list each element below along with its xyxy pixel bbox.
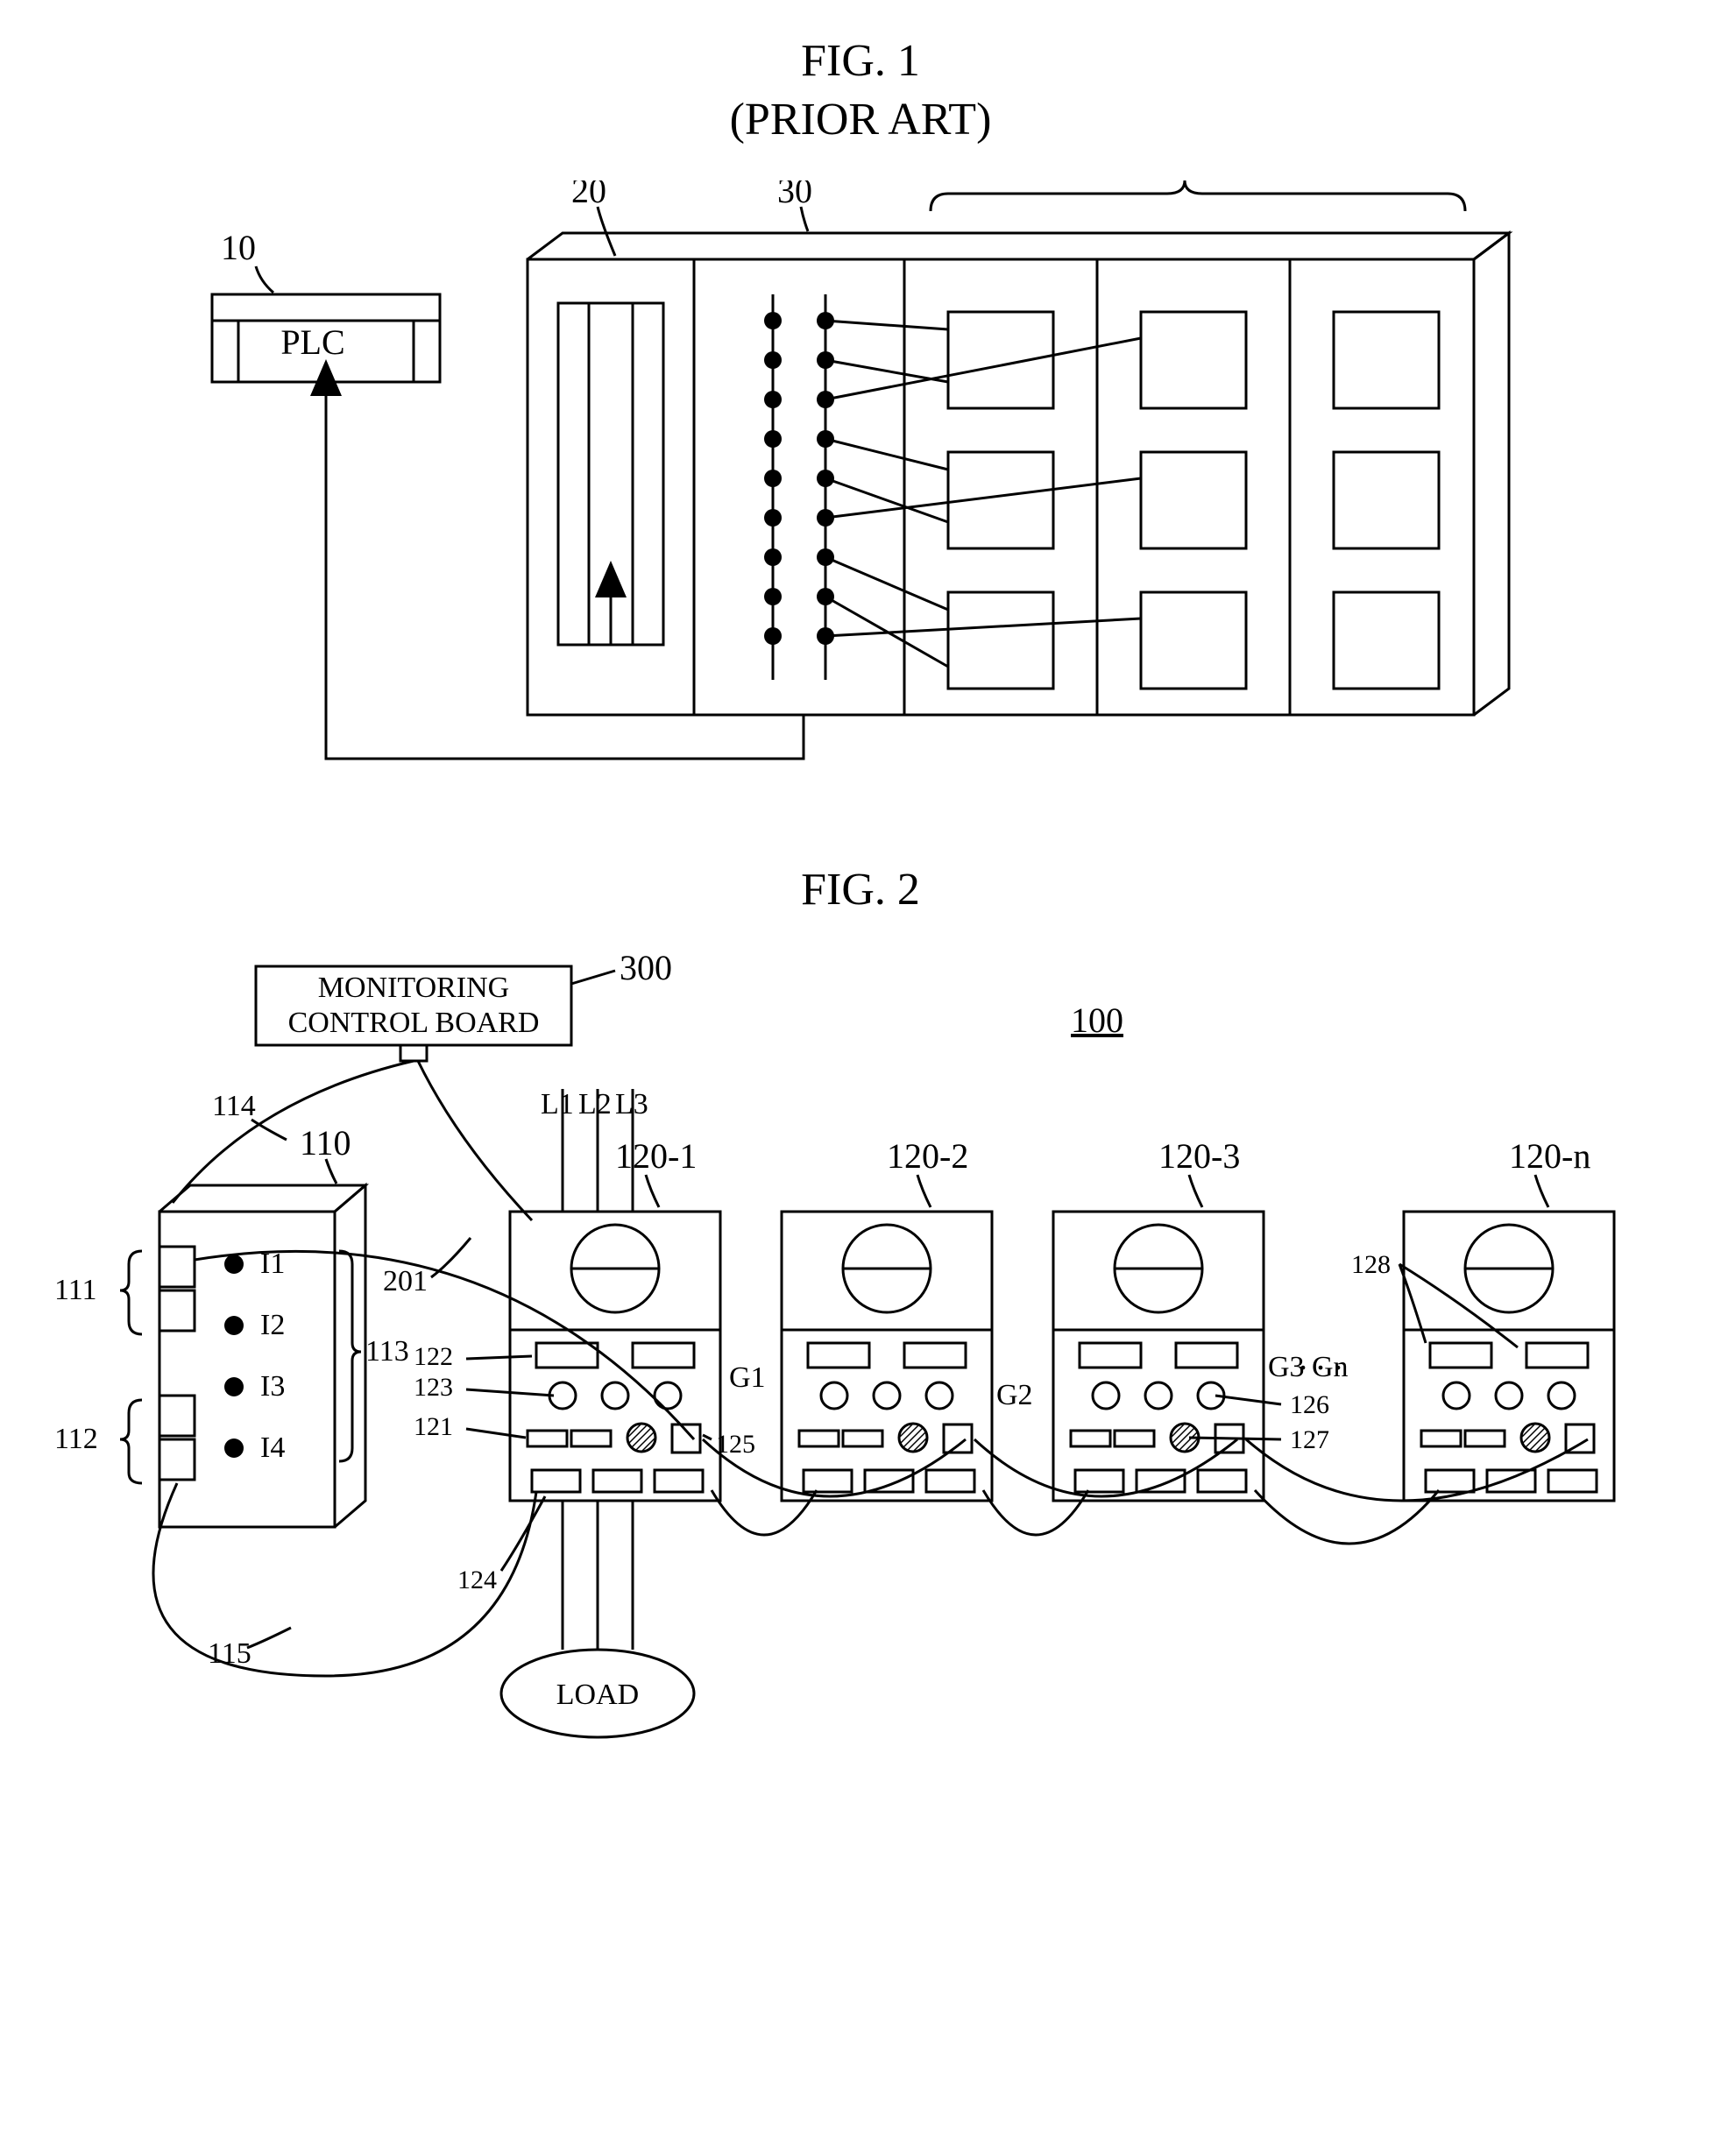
- svg-text:I3: I3: [260, 1370, 285, 1403]
- svg-text:110: 110: [300, 1123, 351, 1163]
- svg-text:20: 20: [571, 180, 606, 210]
- svg-text:120-n: 120-n: [1509, 1136, 1590, 1176]
- svg-text:120-2: 120-2: [887, 1136, 968, 1176]
- fig1-subtitle: (PRIOR ART): [35, 94, 1686, 145]
- svg-text:Gn: Gn: [1312, 1351, 1349, 1383]
- svg-text:L3: L3: [615, 1088, 648, 1120]
- svg-text:PLC: PLC: [280, 322, 344, 362]
- fig2-title: FIG. 2: [35, 864, 1686, 915]
- svg-text:30: 30: [777, 180, 812, 210]
- svg-text:G3: G3: [1268, 1351, 1305, 1383]
- svg-text:124: 124: [457, 1566, 497, 1594]
- svg-text:123: 123: [414, 1373, 453, 1402]
- svg-text:111: 111: [54, 1274, 96, 1306]
- svg-text:122: 122: [414, 1342, 453, 1371]
- svg-text:MONITORING: MONITORING: [318, 972, 509, 1004]
- svg-text:LOAD: LOAD: [556, 1679, 639, 1711]
- svg-text:126: 126: [1290, 1390, 1329, 1419]
- svg-text:120-1: 120-1: [615, 1136, 697, 1176]
- svg-text:10: 10: [221, 228, 256, 267]
- svg-text:G1: G1: [729, 1361, 766, 1394]
- svg-text:L1: L1: [541, 1088, 574, 1120]
- fig1-diagram: PLC 10: [159, 180, 1562, 811]
- svg-text:201: 201: [383, 1265, 428, 1297]
- svg-text:121: 121: [414, 1412, 453, 1441]
- fig1-title: FIG. 1: [35, 35, 1686, 87]
- svg-text:128: 128: [1351, 1250, 1391, 1279]
- fig2-diagram: MONITORING CONTROL BOARD 300 100 L1 L2 L…: [37, 949, 1684, 1807]
- svg-text:125: 125: [716, 1430, 755, 1459]
- svg-text:115: 115: [208, 1637, 251, 1670]
- svg-text:100: 100: [1071, 1000, 1123, 1040]
- svg-text:114: 114: [212, 1090, 256, 1122]
- svg-text:L2: L2: [578, 1088, 612, 1120]
- svg-text:I2: I2: [260, 1309, 285, 1341]
- svg-text:112: 112: [54, 1423, 98, 1455]
- svg-text:I4: I4: [260, 1431, 285, 1464]
- svg-text:G2: G2: [996, 1379, 1033, 1411]
- svg-text:127: 127: [1290, 1425, 1329, 1454]
- svg-text:120-3: 120-3: [1158, 1136, 1240, 1176]
- svg-text:CONTROL BOARD: CONTROL BOARD: [288, 1007, 540, 1039]
- svg-text:113: 113: [365, 1335, 409, 1368]
- svg-text:300: 300: [620, 949, 672, 987]
